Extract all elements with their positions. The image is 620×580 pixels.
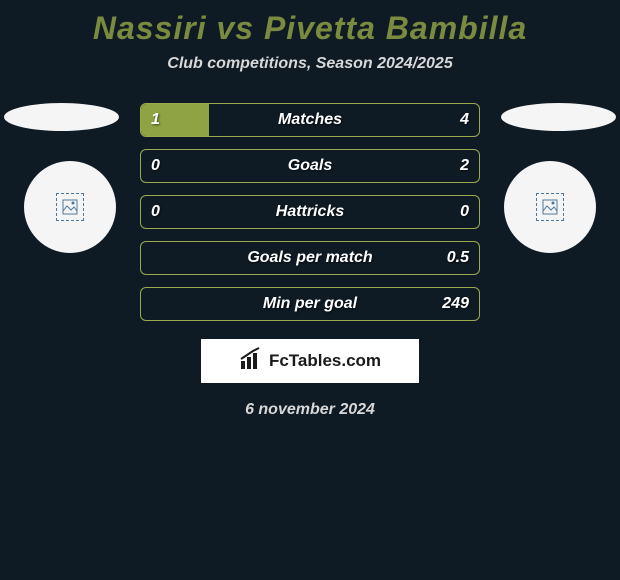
stat-bar: 0 Hattricks 0 <box>140 195 480 229</box>
date: 6 november 2024 <box>0 401 620 419</box>
brand-text: FcTables.com <box>269 351 381 371</box>
image-placeholder-icon <box>56 193 84 221</box>
stat-bar: Min per goal 249 <box>140 287 480 321</box>
stat-bar: 1 Matches 4 <box>140 103 480 137</box>
brand-ellipse-right <box>501 103 616 131</box>
stat-value-right: 2 <box>460 157 469 175</box>
image-placeholder-icon <box>536 193 564 221</box>
stat-label: Hattricks <box>276 203 344 221</box>
brand-ellipse-left <box>4 103 119 131</box>
page-title: Nassiri vs Pivetta Bambilla <box>0 10 620 47</box>
stat-value-right: 4 <box>460 111 469 129</box>
stat-value-left: 1 <box>151 111 160 129</box>
chart-icon <box>239 347 263 376</box>
stat-label: Min per goal <box>263 295 357 313</box>
stat-label: Matches <box>278 111 342 129</box>
stat-value-right: 0 <box>460 203 469 221</box>
stat-value-left: 0 <box>151 203 160 221</box>
page-subtitle: Club competitions, Season 2024/2025 <box>0 55 620 73</box>
stat-bar: Goals per match 0.5 <box>140 241 480 275</box>
brand-box: FcTables.com <box>201 339 419 383</box>
stat-value-right: 249 <box>442 295 469 313</box>
stat-bar: 0 Goals 2 <box>140 149 480 183</box>
stat-label: Goals per match <box>247 249 372 267</box>
stat-value-right: 0.5 <box>447 249 469 267</box>
player-avatar-left <box>24 161 116 253</box>
stat-value-left: 0 <box>151 157 160 175</box>
stat-label: Goals <box>288 157 332 175</box>
stats-area: 1 Matches 4 0 Goals 2 0 Hattricks 0 Goal… <box>0 103 620 321</box>
player-avatar-right <box>504 161 596 253</box>
